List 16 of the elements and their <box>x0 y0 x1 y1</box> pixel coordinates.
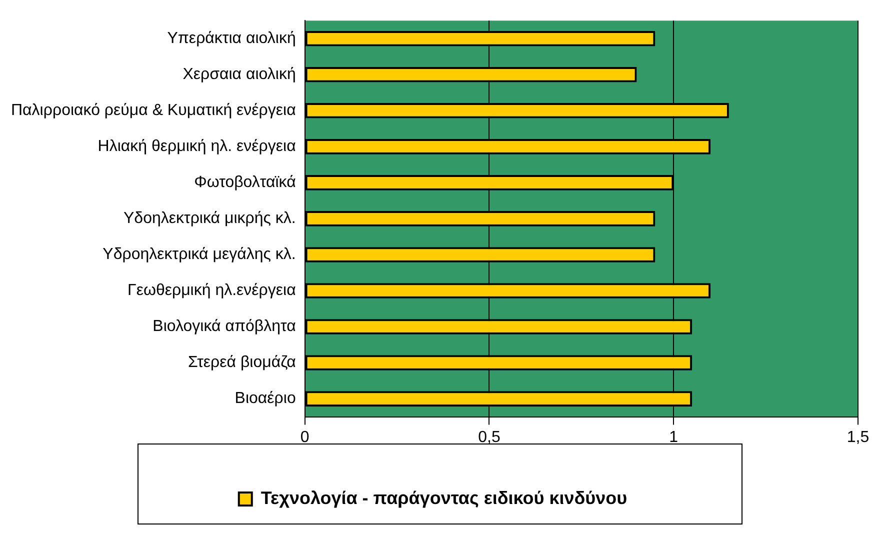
y-tick-label: Ηλιακή θερμική ηλ. ενέργεια <box>98 138 296 156</box>
y-tick-label: Υδροηλεκτρικά μεγάλης κλ. <box>102 246 296 264</box>
y-tick-label: Στερεά βιομάζα <box>188 354 296 372</box>
x-tick-label: 0 <box>300 428 310 446</box>
y-tick-label: Βιοαέριο <box>234 390 296 408</box>
y-tick-label: Βιολογικά απόβλητα <box>152 318 296 336</box>
legend-label: Τεχνολογία - παράγοντας ειδικού κινδύνου <box>260 488 628 508</box>
y-tick-label: Υδοηλεκτρικά μικρής κλ. <box>123 210 296 228</box>
y-tick-label: Γεωθερμική ηλ.ενέργεια <box>128 282 296 300</box>
x-tick-label: 0,5 <box>478 428 500 446</box>
y-tick-label: Φωτοβολταϊκά <box>194 174 296 192</box>
x-tick-label: 1,5 <box>846 428 870 446</box>
y-tick-label: Χερσαια αιολική <box>182 66 296 84</box>
y-tick-label: Παλιρροιακό ρεύμα & Κυματική ενέργεια <box>11 102 296 120</box>
y-tick-label: Υπεράκτια αιολική <box>167 30 296 48</box>
x-tick-label: 1 <box>669 428 678 446</box>
